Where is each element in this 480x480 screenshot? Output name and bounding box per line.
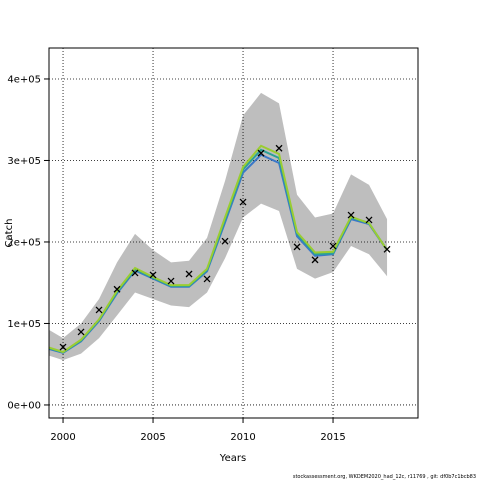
x-tick-label: 2005 [140,432,165,443]
y-axis-label: Catch [4,219,15,248]
observation-point [329,242,337,250]
observation-point [347,211,355,219]
x-tick-label: 2010 [230,432,255,443]
y-tick-label: 3e+05 [7,156,41,167]
observation-point [203,275,211,283]
observation-point [149,271,157,279]
y-tick-label: 2e+05 [7,237,41,248]
observation-point [59,343,67,351]
observation-point [131,269,139,277]
observation-point [77,328,85,336]
y-tick-label: 4e+05 [7,74,41,85]
plot-area [49,48,418,418]
observation-point [113,285,121,293]
observation-point [95,306,103,314]
observation-point [185,270,193,278]
observation-point [383,245,391,253]
observation-point [365,216,373,224]
y-tick-label: 0e+00 [7,400,41,411]
x-tick-label: 2015 [320,432,345,443]
x-tick-label: 2000 [50,432,75,443]
confidence-band [49,92,388,361]
observation-point [167,277,175,285]
observation-point [257,149,265,157]
plot-frame [48,47,419,419]
series-line [49,144,388,354]
y-tick-label: 1e+05 [7,319,41,330]
observation-point [293,243,301,251]
observation-point [221,237,229,245]
observation-point [275,144,283,152]
observation-point [239,198,247,206]
observation-point [311,256,319,264]
footer: stockassessment.org, WKDEM2020_had_12c, … [293,474,476,480]
x-axis-label: Years [219,453,246,464]
